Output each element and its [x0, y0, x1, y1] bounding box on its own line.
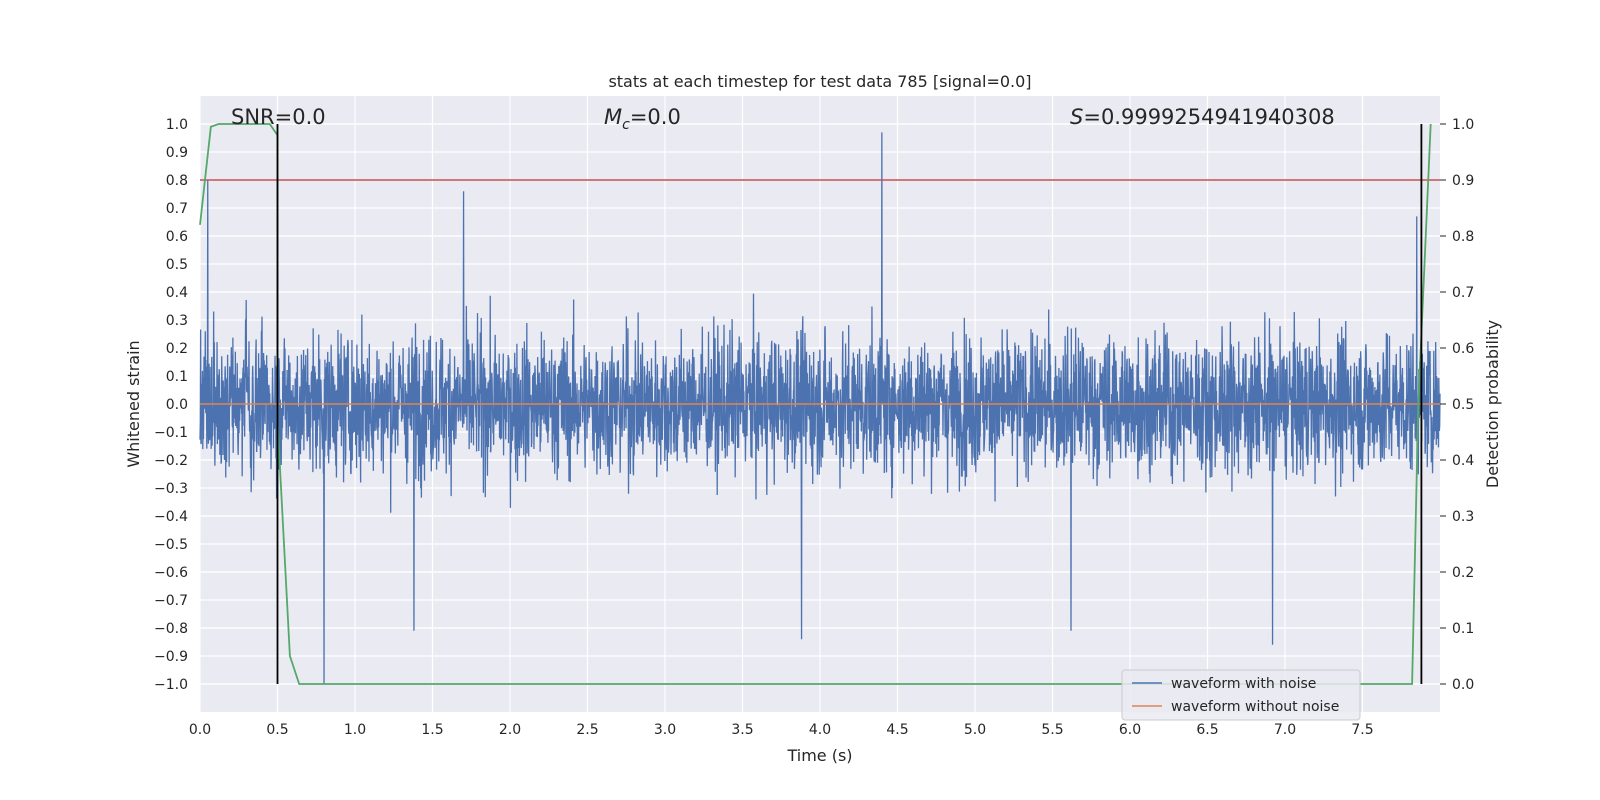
y-tick-label-19: −0.9	[154, 649, 188, 665]
y2-axis-label: Detection probability	[1483, 320, 1502, 488]
x-tick-label-8: 4.0	[809, 722, 831, 738]
mc-symbol: M	[604, 105, 622, 129]
y-tick-label-17: −0.7	[154, 593, 188, 609]
y2-tick-label-1: 0.9	[1452, 173, 1474, 189]
mc-value: =0.0	[630, 105, 681, 129]
x-tick-label-2: 1.0	[344, 722, 366, 738]
y-tick-label-20: −1.0	[154, 677, 188, 693]
y2-tick-label-10: 0.0	[1452, 677, 1474, 693]
y-tick-label-9: 0.1	[166, 369, 188, 385]
y-tick-label-5: 0.5	[166, 257, 188, 273]
series-waveform-with-noise	[199, 132, 1441, 685]
legend-label-noise: waveform with noise	[1171, 676, 1316, 692]
y-tick-label-3: 0.7	[166, 201, 188, 217]
y-tick-label-16: −0.6	[154, 565, 188, 581]
x-axis-label: Time (s)	[786, 746, 852, 765]
y-tick-label-6: 0.4	[166, 285, 188, 301]
y2-tick-label-7: 0.3	[1452, 509, 1474, 525]
y2-tick-label-9: 0.1	[1452, 621, 1474, 637]
x-tick-label-5: 2.5	[576, 722, 598, 738]
chart-title: stats at each timestep for test data 785…	[608, 72, 1031, 91]
mc-annotation: Mc=0.0	[604, 105, 681, 133]
y-tick-label-13: −0.3	[154, 481, 188, 497]
x-tick-label-11: 5.5	[1041, 722, 1063, 738]
s-annotation: S=0.9999254941940308	[1070, 105, 1335, 129]
y-tick-label-1: 0.9	[166, 145, 188, 161]
noise-layer	[199, 132, 1441, 685]
snr-annotation: SNR=0.0	[231, 105, 326, 129]
x-tick-label-6: 3.0	[654, 722, 676, 738]
y2-tick-label-4: 0.6	[1452, 341, 1474, 357]
y2-tick-label-6: 0.4	[1452, 453, 1474, 469]
mc-subscript: c	[622, 117, 630, 133]
x-tick-label-14: 7.0	[1274, 722, 1296, 738]
x-tick-label-15: 7.5	[1351, 722, 1373, 738]
x-tick-label-3: 1.5	[421, 722, 443, 738]
s-symbol: S	[1070, 105, 1083, 129]
y2-tick-label-3: 0.7	[1452, 285, 1474, 301]
y-tick-label-10: 0.0	[166, 397, 188, 413]
x-tick-label-13: 6.5	[1196, 722, 1218, 738]
s-value: =0.9999254941940308	[1083, 105, 1334, 129]
y-tick-label-8: 0.2	[166, 341, 188, 357]
y2-tick-label-2: 0.8	[1452, 229, 1474, 245]
y-tick-label-11: −0.1	[154, 425, 188, 441]
legend: waveform with noise waveform without noi…	[1121, 669, 1361, 721]
y-tick-label-18: −0.8	[154, 621, 188, 637]
y-axis-label: Whitened strain	[124, 340, 143, 467]
y2-tick-label-0: 1.0	[1452, 117, 1474, 133]
x-tick-label-9: 4.5	[886, 722, 908, 738]
x-tick-label-1: 0.5	[266, 722, 288, 738]
x-tick-label-0: 0.0	[189, 722, 211, 738]
tick-layer: 0.0 0.5 1.0 1.5 2.0 2.5 3.0 3.5 4.0 4.5 5.0 5.5 6.0 6…	[154, 117, 1474, 738]
y-tick-label-15: −0.5	[154, 537, 188, 553]
y-tick-label-0: 1.0	[166, 117, 188, 133]
x-tick-label-10: 5.0	[964, 722, 986, 738]
x-tick-label-4: 2.0	[499, 722, 521, 738]
y-tick-label-12: −0.2	[154, 453, 188, 469]
y-tick-label-7: 0.3	[166, 313, 188, 329]
y2-tick-label-8: 0.2	[1452, 565, 1474, 581]
legend-label-clean: waveform without noise	[1171, 699, 1339, 715]
y-tick-label-14: −0.4	[154, 509, 188, 525]
y2-tick-label-5: 0.5	[1452, 397, 1474, 413]
y-tick-label-2: 0.8	[166, 173, 188, 189]
y-tick-label-4: 0.6	[166, 229, 188, 245]
x-tick-label-12: 6.0	[1119, 722, 1141, 738]
legend-box	[1121, 669, 1361, 721]
x-tick-label-7: 3.5	[731, 722, 753, 738]
